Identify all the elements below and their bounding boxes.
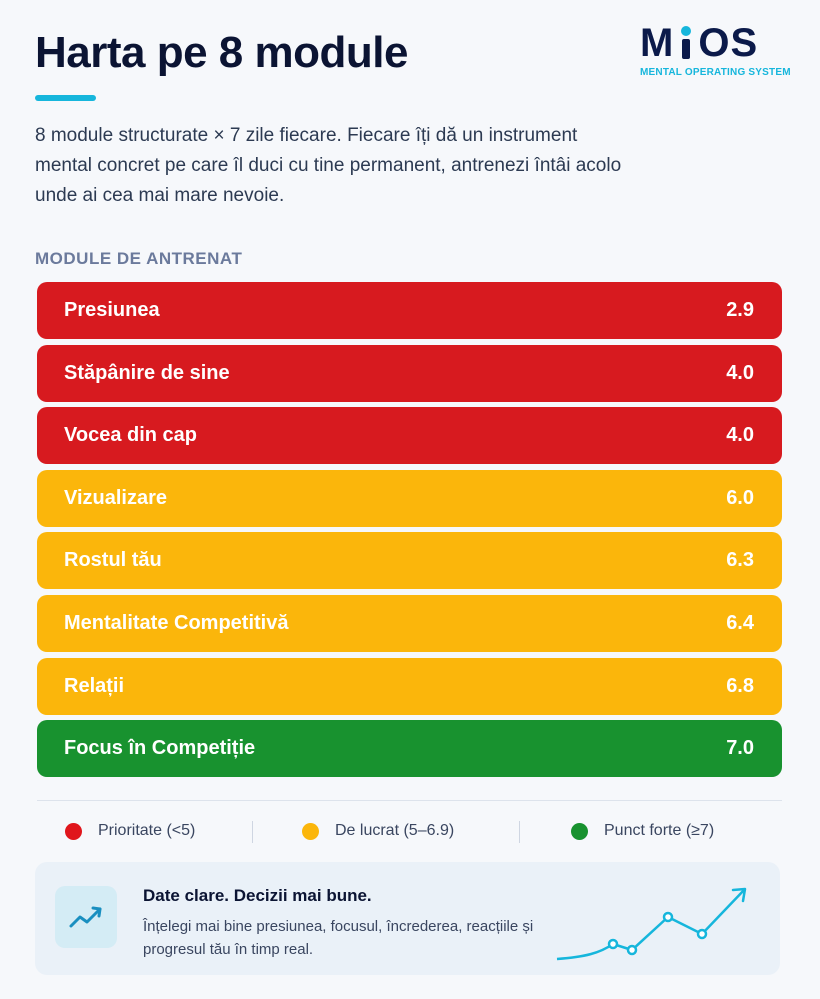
module-name: Mentalitate Competitivă	[64, 611, 289, 634]
legend-item-work: De lucrat (5–6.9)	[302, 815, 454, 847]
module-row[interactable]: Rostul tău 6.3	[37, 532, 782, 590]
module-name: Focus în Competiție	[64, 737, 256, 760]
module-score: 6.8	[726, 674, 754, 697]
legend-label: Punct forte (≥7)	[604, 822, 715, 839]
module-row[interactable]: Vizualizare 6.0	[37, 469, 782, 527]
module-name: Vizualizare	[64, 486, 168, 509]
module-score: 6.3	[726, 549, 754, 572]
divider	[37, 800, 782, 801]
legend-dot-red-icon	[65, 822, 82, 840]
info-card: Date clare. Decizii mai bune. Înțelegi m…	[35, 862, 780, 975]
title-accent-bar	[35, 95, 96, 101]
module-name: Vocea din cap	[64, 424, 198, 447]
legend-dot-yellow-icon	[302, 822, 319, 840]
legend-label: De lucrat (5–6.9)	[335, 822, 455, 839]
legend-separator	[519, 821, 520, 843]
legend-item-priority: Prioritate (<5)	[65, 815, 195, 847]
module-row[interactable]: Presiunea 2.9	[37, 282, 782, 339]
module-row[interactable]: Stăpânire de sine 4.0	[37, 344, 782, 402]
section-label: MODULE DE ANTRENAT	[35, 249, 243, 268]
logo-wordmark: M OS	[640, 20, 759, 65]
module-list: Presiunea 2.9 Stăpânire de sine 4.0 Voce…	[37, 282, 782, 783]
legend-label: Prioritate (<5)	[98, 822, 196, 839]
module-score: 6.0	[726, 486, 754, 509]
module-row[interactable]: Focus în Competiție 7.0	[37, 720, 782, 778]
module-row[interactable]: Mentalitate Competitivă 6.4	[37, 594, 782, 652]
module-score: 4.0	[726, 361, 754, 384]
mios-logo: M OS MENTAL OPERATING SYSTEM	[640, 20, 791, 82]
legend-dot-green-icon	[571, 822, 588, 840]
card-title: Date clare. Decizii mai bune.	[143, 886, 372, 905]
intro-text: 8 module structurate × 7 zile fiecare. F…	[35, 125, 622, 206]
module-score: 2.9	[726, 299, 754, 321]
module-name: Relații	[64, 674, 125, 697]
module-name: Stăpânire de sine	[64, 361, 230, 384]
module-row[interactable]: Vocea din cap 4.0	[37, 407, 782, 465]
legend-separator	[252, 821, 253, 843]
legend: Prioritate (<5) De lucrat (5–6.9) Punct …	[37, 815, 782, 847]
module-score: 4.0	[726, 424, 754, 447]
trend-up-icon	[55, 886, 117, 948]
legend-item-strength: Punct forte (≥7)	[571, 815, 714, 847]
module-name: Rostul tău	[64, 549, 162, 572]
module-row[interactable]: Relații 6.8	[37, 657, 782, 715]
logo-figure-icon	[676, 22, 696, 64]
progress-graph-icon	[556, 887, 747, 961]
module-score: 7.0	[726, 737, 754, 760]
module-name: Presiunea	[64, 299, 160, 321]
card-text: Înțelegi mai bine presiunea, focusul, în…	[143, 918, 534, 958]
module-score: 6.4	[726, 611, 754, 634]
page-title: Harta pe 8 module	[35, 28, 408, 77]
logo-subtitle: MENTAL OPERATING SYSTEM	[640, 67, 791, 78]
